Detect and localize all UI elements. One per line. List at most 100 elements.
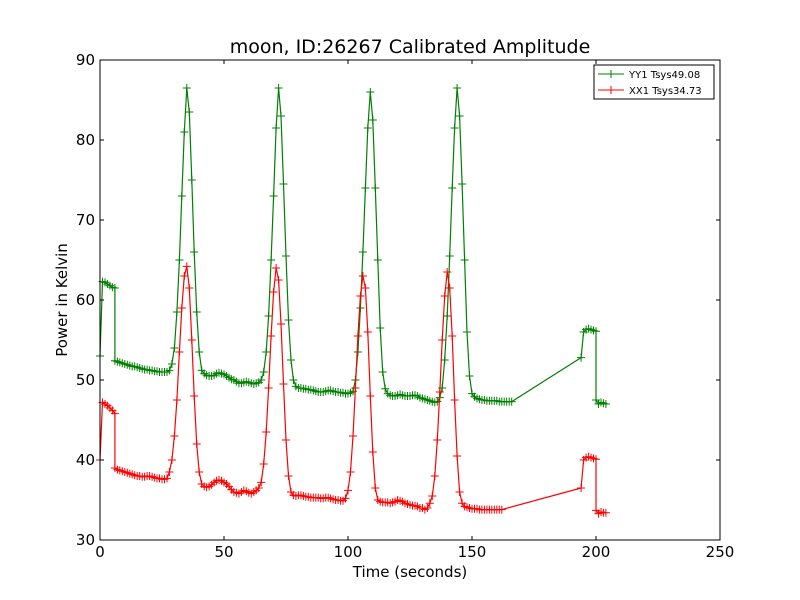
- data-point-marker: [458, 180, 467, 188]
- data-point-marker: [351, 384, 360, 392]
- x-axis-label: Time (seconds): [352, 563, 468, 581]
- data-point-marker: [341, 494, 350, 503]
- data-point-marker: [192, 440, 201, 448]
- data-point-marker: [274, 276, 283, 284]
- data-point-marker: [443, 312, 452, 320]
- data-point-marker: [445, 252, 454, 260]
- data-point-marker: [284, 316, 293, 324]
- data-point-marker: [443, 268, 452, 276]
- data-point-marker: [366, 392, 375, 400]
- data-point-marker: [453, 452, 462, 460]
- data-point-marker: [366, 88, 375, 96]
- data-point-marker: [577, 484, 586, 492]
- x-tick-label: 250: [706, 543, 735, 561]
- data-point-marker: [378, 368, 387, 376]
- y-axis-label: Power in Kelvin: [53, 243, 71, 357]
- data-point-marker: [463, 328, 471, 336]
- data-point-marker: [344, 486, 352, 495]
- data-point-marker: [592, 455, 600, 464]
- data-point-marker: [170, 432, 179, 440]
- y-tick-label: 70: [76, 211, 95, 229]
- data-point-marker: [346, 468, 355, 476]
- data-point-marker: [277, 320, 285, 328]
- data-point-marker: [279, 380, 288, 388]
- data-point-marker: [440, 292, 449, 300]
- data-point-marker: [274, 84, 283, 92]
- data-point-marker: [185, 108, 194, 116]
- data-point-marker: [167, 360, 176, 368]
- data-point-marker: [259, 368, 268, 376]
- data-point-marker: [353, 332, 362, 340]
- data-point-marker: [356, 292, 365, 300]
- data-point-marker: [287, 356, 295, 364]
- data-point-marker: [507, 397, 516, 406]
- data-point-marker: [289, 376, 298, 384]
- data-point-marker: [190, 248, 199, 256]
- data-point-marker: [110, 284, 119, 292]
- data-point-marker: [497, 505, 506, 514]
- data-point-marker: [282, 252, 290, 260]
- data-point-marker: [172, 396, 181, 404]
- data-point-marker: [172, 308, 181, 316]
- legend-box: [593, 64, 715, 100]
- data-point-marker: [438, 336, 447, 344]
- data-point-marker: [368, 116, 377, 124]
- data-point-marker: [577, 353, 586, 362]
- data-point-marker: [195, 348, 204, 356]
- data-point-marker: [257, 376, 266, 384]
- legend-label-xx1: XX1 Tsys34.73: [629, 86, 702, 97]
- data-point-marker: [371, 484, 380, 492]
- data-point-marker: [163, 474, 171, 483]
- data-point-marker: [465, 372, 474, 380]
- data-point-marker: [175, 348, 184, 356]
- data-point-marker: [165, 468, 174, 476]
- data-point-marker: [450, 124, 459, 132]
- data-point-marker: [430, 472, 439, 480]
- chart-title: moon, ID:26267 Calibrated Amplitude: [230, 36, 591, 58]
- data-point-marker: [259, 460, 268, 468]
- data-point-marker: [269, 288, 278, 296]
- data-point-marker: [170, 344, 179, 352]
- data-point-marker: [425, 499, 434, 508]
- data-point-marker: [167, 456, 176, 464]
- series-yy1: [96, 84, 610, 408]
- data-point-marker: [433, 436, 442, 444]
- legend-marker-xx1: [607, 86, 615, 94]
- data-point-marker: [371, 184, 380, 192]
- data-point-marker: [195, 468, 204, 476]
- x-tick-label: 100: [334, 543, 363, 561]
- data-point-marker: [349, 432, 357, 440]
- data-point-marker: [175, 256, 184, 264]
- legend-marker-yy1: [607, 70, 615, 78]
- data-point-marker: [601, 508, 610, 517]
- data-point-marker: [177, 192, 186, 200]
- x-tick-label: 0: [95, 543, 105, 561]
- data-point-marker: [190, 392, 199, 400]
- data-point-marker: [435, 388, 444, 396]
- axis-ticks: 0 50 100 150 200 250 30 40 50 60 70 80 90: [76, 51, 734, 561]
- data-point-marker: [448, 332, 457, 340]
- data-point-marker: [187, 176, 196, 184]
- data-point-marker: [269, 192, 278, 200]
- data-point-marker: [361, 184, 370, 192]
- x-tick-label: 50: [214, 543, 233, 561]
- data-point-marker: [358, 272, 367, 280]
- data-point-marker: [455, 488, 464, 496]
- data-point-marker: [182, 84, 191, 92]
- data-point-marker: [272, 264, 281, 272]
- data-point-marker: [257, 478, 266, 487]
- legend: YY1 Tsys49.08 XX1 Tsys34.73: [593, 64, 715, 100]
- data-point-marker: [192, 308, 201, 316]
- data-point-marker: [423, 504, 432, 512]
- data-point-marker: [448, 184, 457, 192]
- data-point-marker: [368, 448, 377, 456]
- x-tick-label: 200: [582, 543, 611, 561]
- data-point-marker: [460, 256, 469, 264]
- data-point-marker: [428, 492, 437, 500]
- series-xx1: [96, 262, 610, 518]
- y-tick-label: 30: [76, 531, 95, 549]
- data-point-marker: [262, 428, 271, 436]
- y-tick-label: 90: [76, 51, 95, 69]
- data-point-marker: [267, 332, 276, 340]
